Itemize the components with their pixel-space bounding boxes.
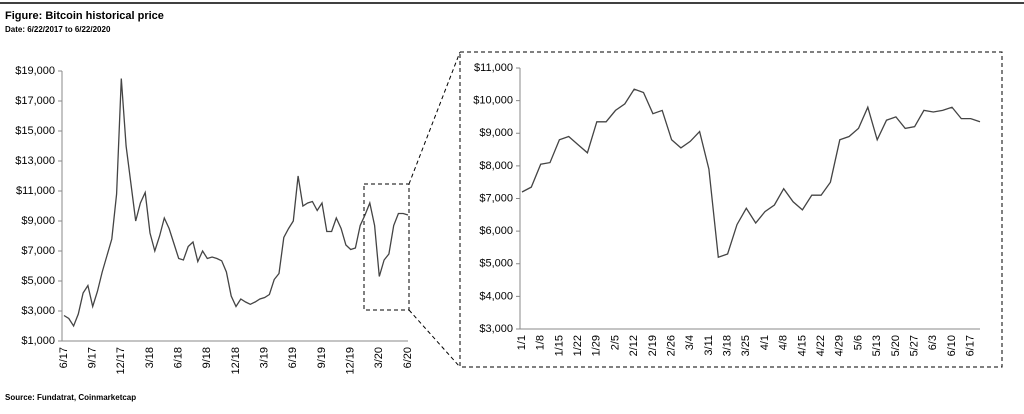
x-tick-label: 3/11 bbox=[703, 335, 715, 356]
y-tick-label: $1,000 bbox=[21, 335, 55, 347]
x-tick-label: 5/13 bbox=[871, 335, 883, 356]
x-tick-label: 6/10 bbox=[946, 335, 958, 356]
source-note: Source: Fundatrat, Coinmarketcap bbox=[5, 393, 136, 402]
x-tick-label: 1/29 bbox=[591, 335, 603, 356]
x-tick-label: 6/20 bbox=[402, 347, 414, 368]
y-tick-label: $19,000 bbox=[15, 65, 55, 77]
x-tick-label: 6/18 bbox=[173, 347, 185, 368]
zoom-box bbox=[363, 183, 410, 311]
x-tick-label: 3/4 bbox=[684, 335, 696, 350]
zoom-panel bbox=[459, 51, 1003, 368]
x-tick-label: 1/15 bbox=[553, 335, 565, 356]
x-tick-label: 5/27 bbox=[908, 335, 920, 356]
y-tick-label: $15,000 bbox=[15, 125, 55, 137]
x-tick-label: 4/29 bbox=[834, 335, 846, 356]
x-tick-label: 4/1 bbox=[759, 335, 771, 350]
y-tick-label: $11,000 bbox=[16, 185, 55, 197]
zoom-connector bbox=[408, 51, 461, 185]
x-tick-label: 6/17 bbox=[58, 347, 70, 368]
x-tick-label: 9/17 bbox=[87, 347, 99, 368]
x-tick-label: 1/22 bbox=[572, 335, 584, 356]
y-tick-label: $4,000 bbox=[479, 290, 513, 302]
y-tick-label: $8,000 bbox=[479, 160, 513, 172]
x-tick-label: 12/18 bbox=[230, 347, 242, 375]
x-tick-label: 3/25 bbox=[740, 335, 752, 356]
x-tick-label: 9/18 bbox=[201, 347, 213, 368]
x-tick-label: 6/17 bbox=[965, 335, 977, 356]
figure-date: Date: 6/22/2017 to 6/22/2020 bbox=[5, 25, 111, 34]
x-tick-label: 2/26 bbox=[665, 335, 677, 356]
x-tick-label: 12/17 bbox=[115, 347, 127, 375]
y-tick-label: $7,000 bbox=[479, 192, 513, 204]
x-tick-label: 4/8 bbox=[778, 335, 790, 350]
x-tick-label: 6/3 bbox=[927, 335, 939, 350]
x-tick-label: 3/18 bbox=[722, 335, 734, 356]
x-tick-label: 3/19 bbox=[259, 347, 271, 368]
x-tick-label: 1/8 bbox=[535, 335, 547, 350]
figure-title: Figure: Bitcoin historical price bbox=[5, 10, 164, 22]
price-line bbox=[63, 78, 409, 328]
y-tick-label: $13,000 bbox=[15, 155, 55, 167]
y-tick-label: $11,000 bbox=[474, 62, 513, 74]
x-tick-label: 4/15 bbox=[796, 335, 808, 356]
zoom-connector bbox=[408, 309, 461, 368]
y-tick-label: $5,000 bbox=[21, 275, 55, 287]
x-tick-label: 2/5 bbox=[609, 335, 621, 350]
y-tick-label: $3,000 bbox=[21, 305, 55, 317]
x-tick-label: 3/20 bbox=[373, 347, 385, 368]
x-tick-label: 5/20 bbox=[890, 335, 902, 356]
y-tick-label: $10,000 bbox=[473, 95, 513, 107]
y-tick-label: $3,000 bbox=[479, 323, 513, 335]
x-tick-label: 3/18 bbox=[144, 347, 156, 368]
x-tick-label: 5/6 bbox=[852, 335, 864, 350]
y-tick-label: $6,000 bbox=[479, 225, 513, 237]
x-tick-label: 2/12 bbox=[628, 335, 640, 356]
x-tick-label: 1/1 bbox=[516, 335, 528, 350]
x-tick-label: 9/19 bbox=[316, 347, 328, 368]
x-tick-label: 6/19 bbox=[287, 347, 299, 368]
price-line bbox=[521, 88, 981, 259]
y-tick-label: $17,000 bbox=[15, 95, 55, 107]
x-tick-label: 2/19 bbox=[647, 335, 659, 356]
x-tick-label: 12/19 bbox=[345, 347, 357, 375]
y-tick-label: $9,000 bbox=[479, 127, 513, 139]
x-tick-label: 4/22 bbox=[815, 335, 827, 356]
y-tick-label: $7,000 bbox=[21, 245, 55, 257]
y-tick-label: $5,000 bbox=[479, 258, 513, 270]
y-tick-label: $9,000 bbox=[21, 215, 55, 227]
